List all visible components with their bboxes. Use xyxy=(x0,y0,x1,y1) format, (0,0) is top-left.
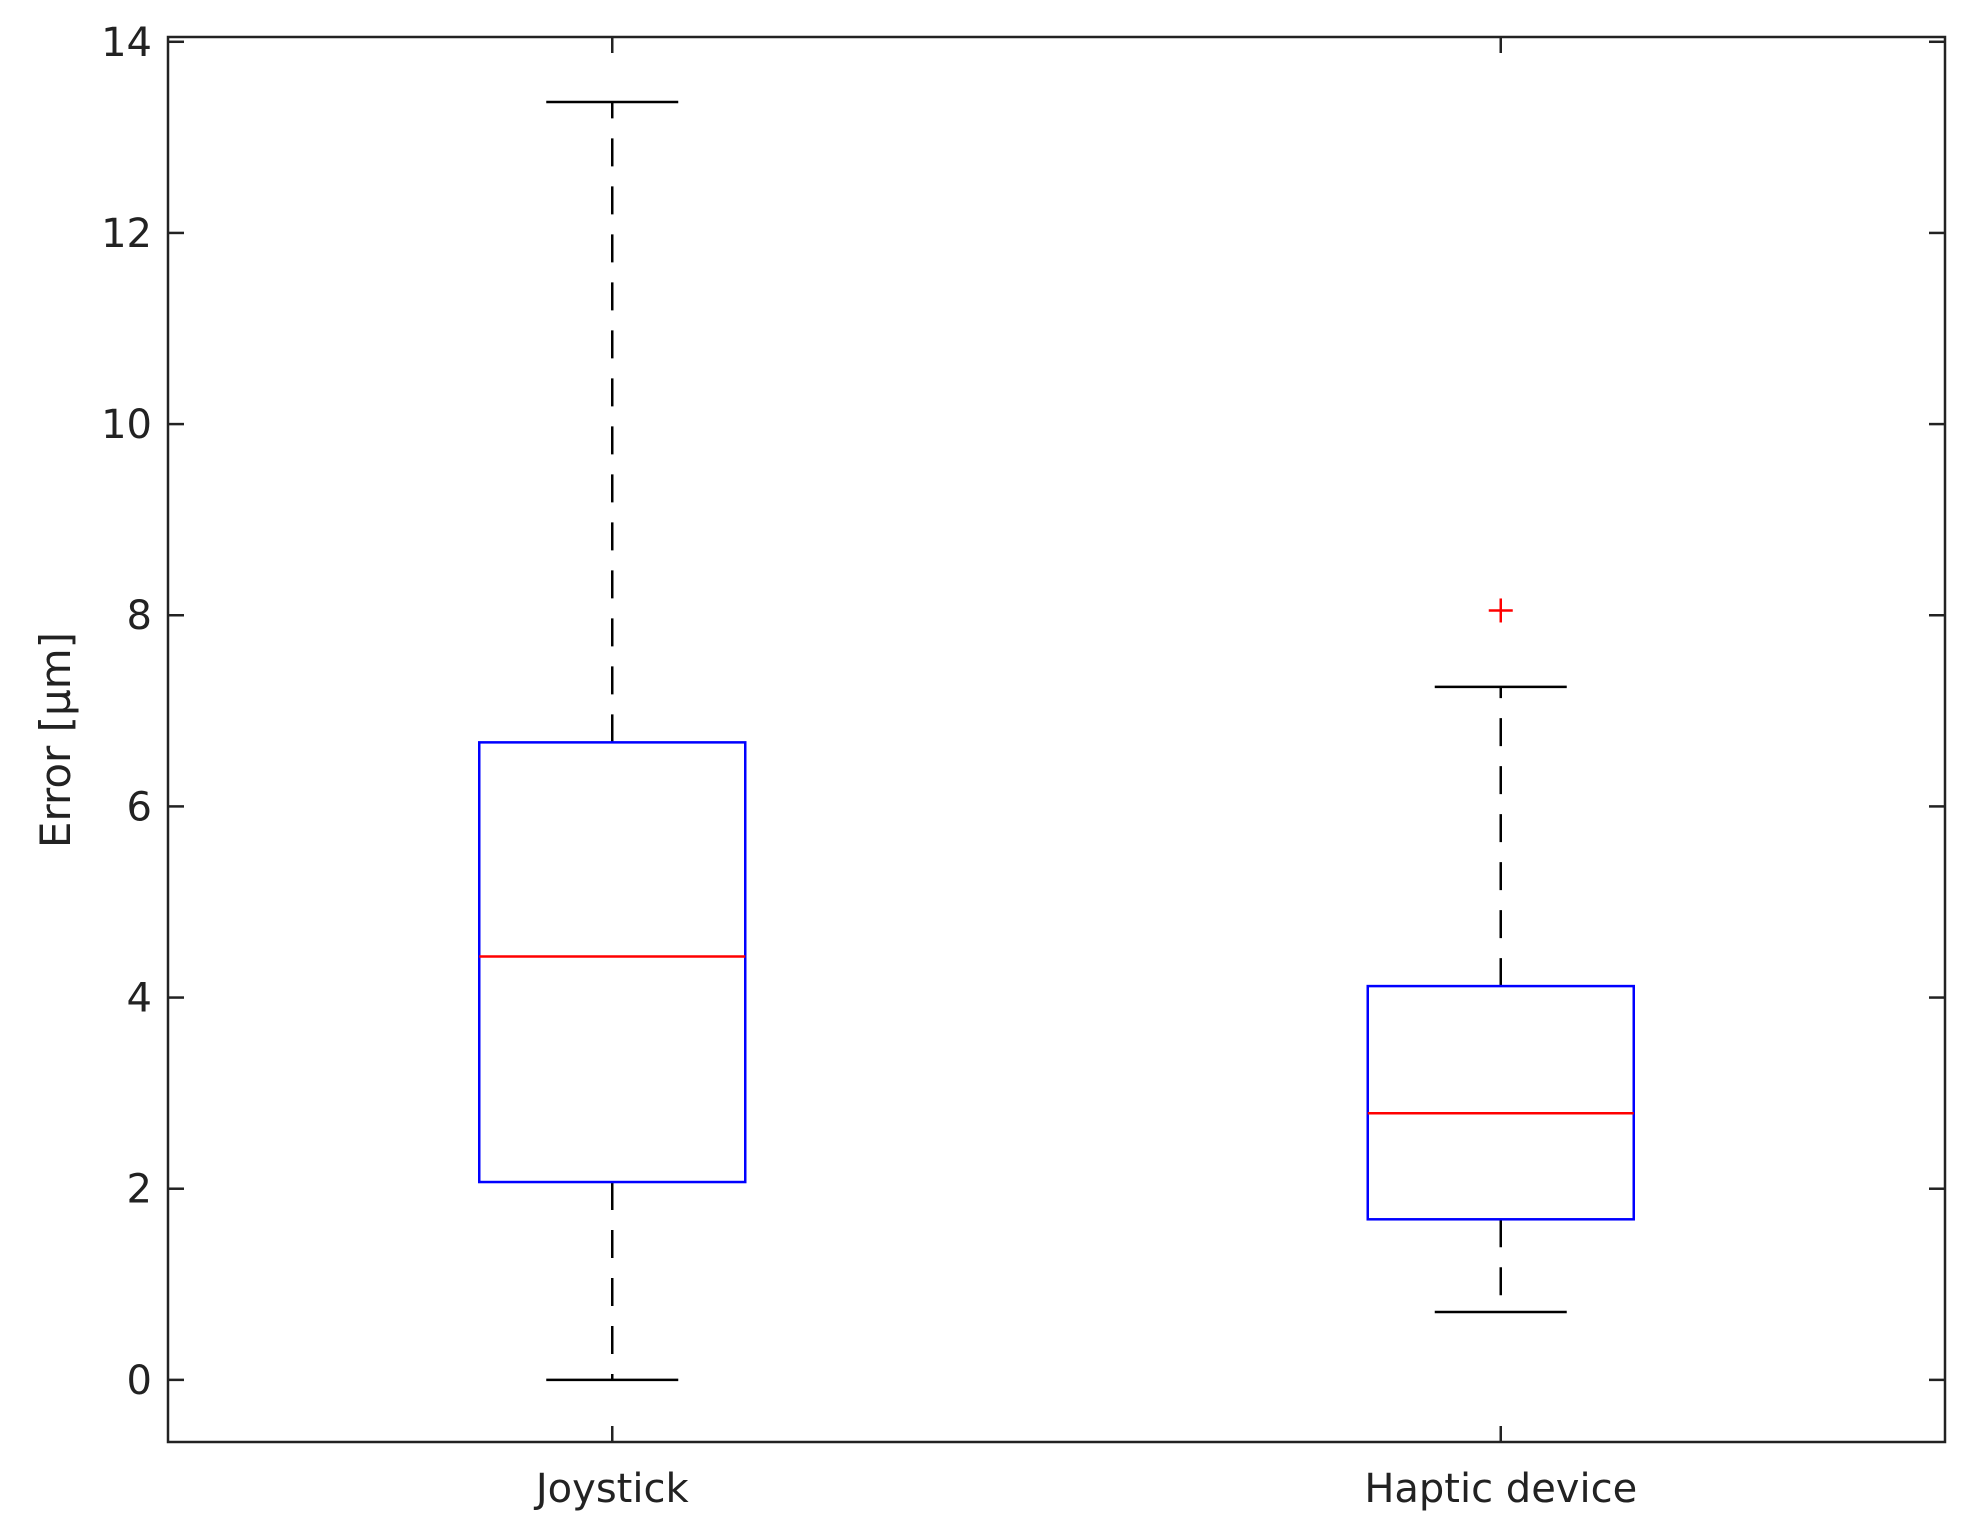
y-tick-label: 14 xyxy=(101,20,152,66)
y-tick-label: 8 xyxy=(127,593,152,639)
y-axis-label: Error [µm] xyxy=(31,632,80,848)
box-joystick xyxy=(478,100,747,1382)
outlier-marker xyxy=(1488,598,1513,623)
x-axis: Joystick Haptic device xyxy=(533,37,1637,1512)
y-tick-label: 10 xyxy=(101,402,152,448)
y-tick-label: 12 xyxy=(101,211,152,257)
iqr-box xyxy=(1366,984,1635,1221)
y-axis: 0 2 4 6 8 10 12 14 xyxy=(101,20,1945,1404)
box-haptic-device xyxy=(1366,598,1635,1314)
boxes xyxy=(478,100,1635,1382)
plot-area xyxy=(166,35,1947,1444)
y-tick-label: 0 xyxy=(127,1358,152,1404)
y-tick-label: 2 xyxy=(127,1167,152,1213)
iqr-box xyxy=(478,741,747,1184)
x-tick-label: Joystick xyxy=(533,1466,690,1512)
y-tick-label: 4 xyxy=(127,976,152,1022)
x-tick-label: Haptic device xyxy=(1364,1466,1637,1512)
y-tick-label: 6 xyxy=(127,784,152,830)
